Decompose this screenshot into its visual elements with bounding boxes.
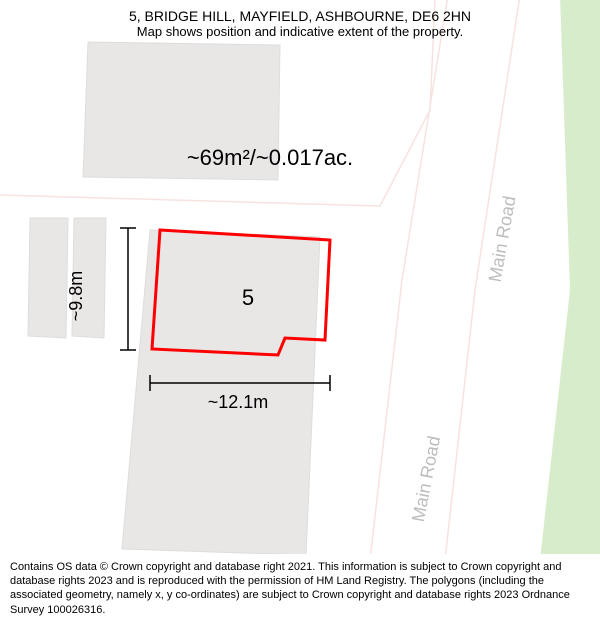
- dim-width-label: ~12.1m: [208, 392, 269, 412]
- dim-height-label: ~9.8m: [66, 271, 86, 322]
- header: 5, BRIDGE HILL, MAYFIELD, ASHBOURNE, DE6…: [0, 0, 600, 43]
- map-canvas: ~9.8m~12.1m~69m²/~0.017ac.5Main RoadMain…: [0, 0, 600, 560]
- copyright-footer: Contains OS data © Crown copyright and d…: [0, 554, 600, 625]
- page-title: 5, BRIDGE HILL, MAYFIELD, ASHBOURNE, DE6…: [10, 8, 590, 24]
- property-number: 5: [242, 285, 254, 310]
- building-footprint: [28, 218, 68, 338]
- page-subtitle: Map shows position and indicative extent…: [10, 24, 590, 39]
- area-label: ~69m²/~0.017ac.: [187, 145, 353, 170]
